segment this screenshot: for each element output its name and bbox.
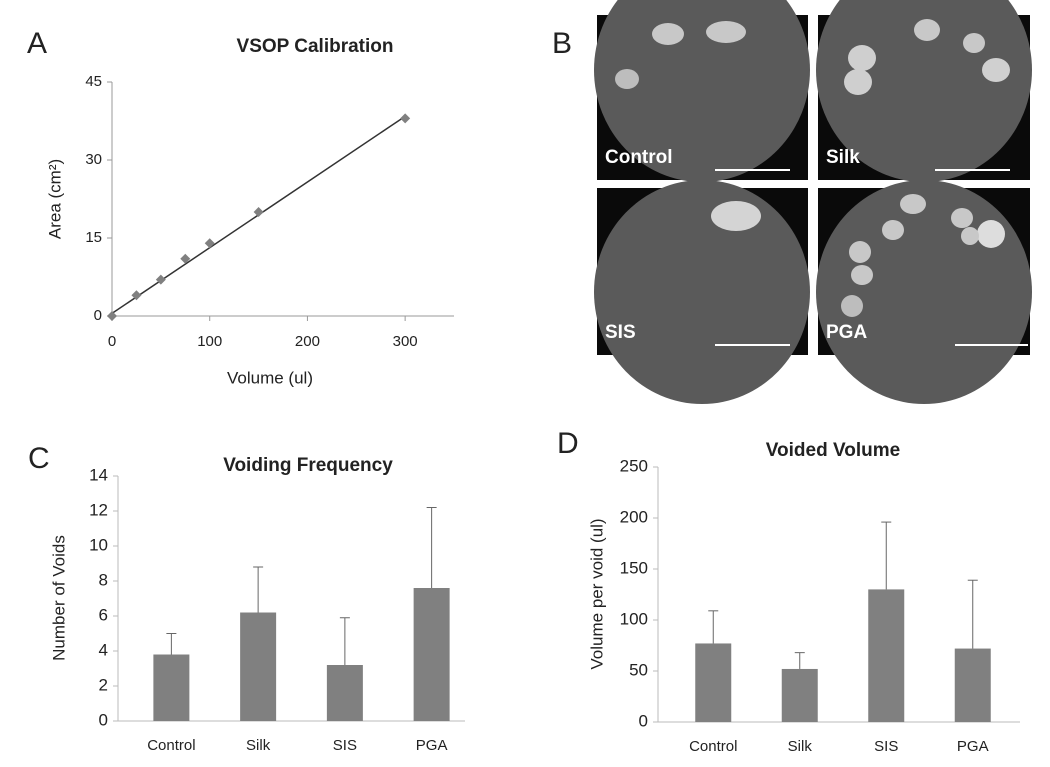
y-tick-label: 12 <box>89 500 108 519</box>
x-tick-label: 0 <box>108 333 116 350</box>
bar <box>240 612 277 721</box>
spot <box>961 227 979 245</box>
y-tick-label: 14 <box>89 465 108 484</box>
spot <box>977 220 1005 248</box>
y-tick-label: 10 <box>89 535 108 554</box>
panel-label: A <box>27 27 47 60</box>
point <box>204 238 215 249</box>
point <box>107 311 117 321</box>
x-tick-label: Silk <box>788 738 813 755</box>
spot <box>706 21 746 43</box>
panel-label: D <box>557 427 579 460</box>
bar <box>954 648 991 722</box>
panel-label: B <box>552 27 572 60</box>
x-tick-label: PGA <box>957 738 989 755</box>
bar <box>326 665 363 721</box>
chart-title: Voiding Frequency <box>223 455 393 476</box>
y-tick-label: 15 <box>85 229 102 246</box>
y-tick-label: 0 <box>99 710 108 729</box>
x-tick-label: 100 <box>197 333 222 350</box>
spot <box>615 69 639 89</box>
x-tick-label: PGA <box>416 737 448 754</box>
y-tick-label: 50 <box>629 660 648 679</box>
point <box>180 253 191 264</box>
chart-title: VSOP Calibration <box>237 36 394 57</box>
panel-label: C <box>28 442 50 475</box>
x-tick-label: Control <box>147 737 195 754</box>
spot <box>963 33 985 53</box>
y-tick-label: 150 <box>620 558 648 577</box>
x-tick-label: SIS <box>874 738 898 755</box>
y-axis-label: Number of Voids <box>49 535 68 661</box>
spot <box>711 201 761 231</box>
y-tick-label: 8 <box>99 570 108 589</box>
spot <box>982 58 1010 82</box>
spot <box>914 19 940 41</box>
y-tick-label: 250 <box>620 456 648 475</box>
bar <box>153 654 190 721</box>
bar <box>695 643 732 722</box>
bar <box>781 668 818 722</box>
y-tick-label: 2 <box>99 675 108 694</box>
y-tick-label: 45 <box>85 73 102 90</box>
y-axis-label: Volume per void (ul) <box>587 518 606 669</box>
y-tick-label: 100 <box>620 609 648 628</box>
point <box>400 113 411 124</box>
x-tick-label: Control <box>689 738 737 755</box>
point <box>131 290 142 301</box>
y-tick-label: 0 <box>94 307 102 324</box>
y-tick-label: 200 <box>620 507 648 526</box>
spot <box>849 241 871 263</box>
point <box>253 207 264 217</box>
image-label: Control <box>605 147 673 168</box>
image-label: Silk <box>826 147 860 168</box>
dish <box>594 180 810 404</box>
image-label: PGA <box>826 322 867 343</box>
x-axis-label: Volume (ul) <box>227 368 313 387</box>
spot <box>882 220 904 240</box>
image-label: SIS <box>605 322 636 343</box>
x-tick-label: Silk <box>246 737 271 754</box>
point <box>155 274 166 285</box>
bar <box>868 589 905 722</box>
image-panel: Control Silk SIS PGA <box>594 0 1032 404</box>
y-tick-label: 6 <box>99 605 108 624</box>
x-tick-label: 300 <box>393 333 418 350</box>
chart-title: Voided Volume <box>766 440 900 461</box>
dish <box>594 0 810 182</box>
y-tick-label: 0 <box>639 711 648 730</box>
spot <box>844 69 872 95</box>
y-tick-label: 4 <box>99 640 108 659</box>
spot <box>900 194 926 214</box>
spot <box>848 45 876 71</box>
spot <box>652 23 684 45</box>
y-tick-label: 30 <box>85 151 102 168</box>
spot <box>951 208 973 228</box>
y-axis-label: Area (cm²) <box>45 159 64 239</box>
x-tick-label: SIS <box>333 737 357 754</box>
dish <box>816 180 1032 404</box>
spot <box>841 295 863 317</box>
bar <box>413 588 450 721</box>
spot <box>851 265 873 285</box>
x-tick-label: 200 <box>295 333 320 350</box>
